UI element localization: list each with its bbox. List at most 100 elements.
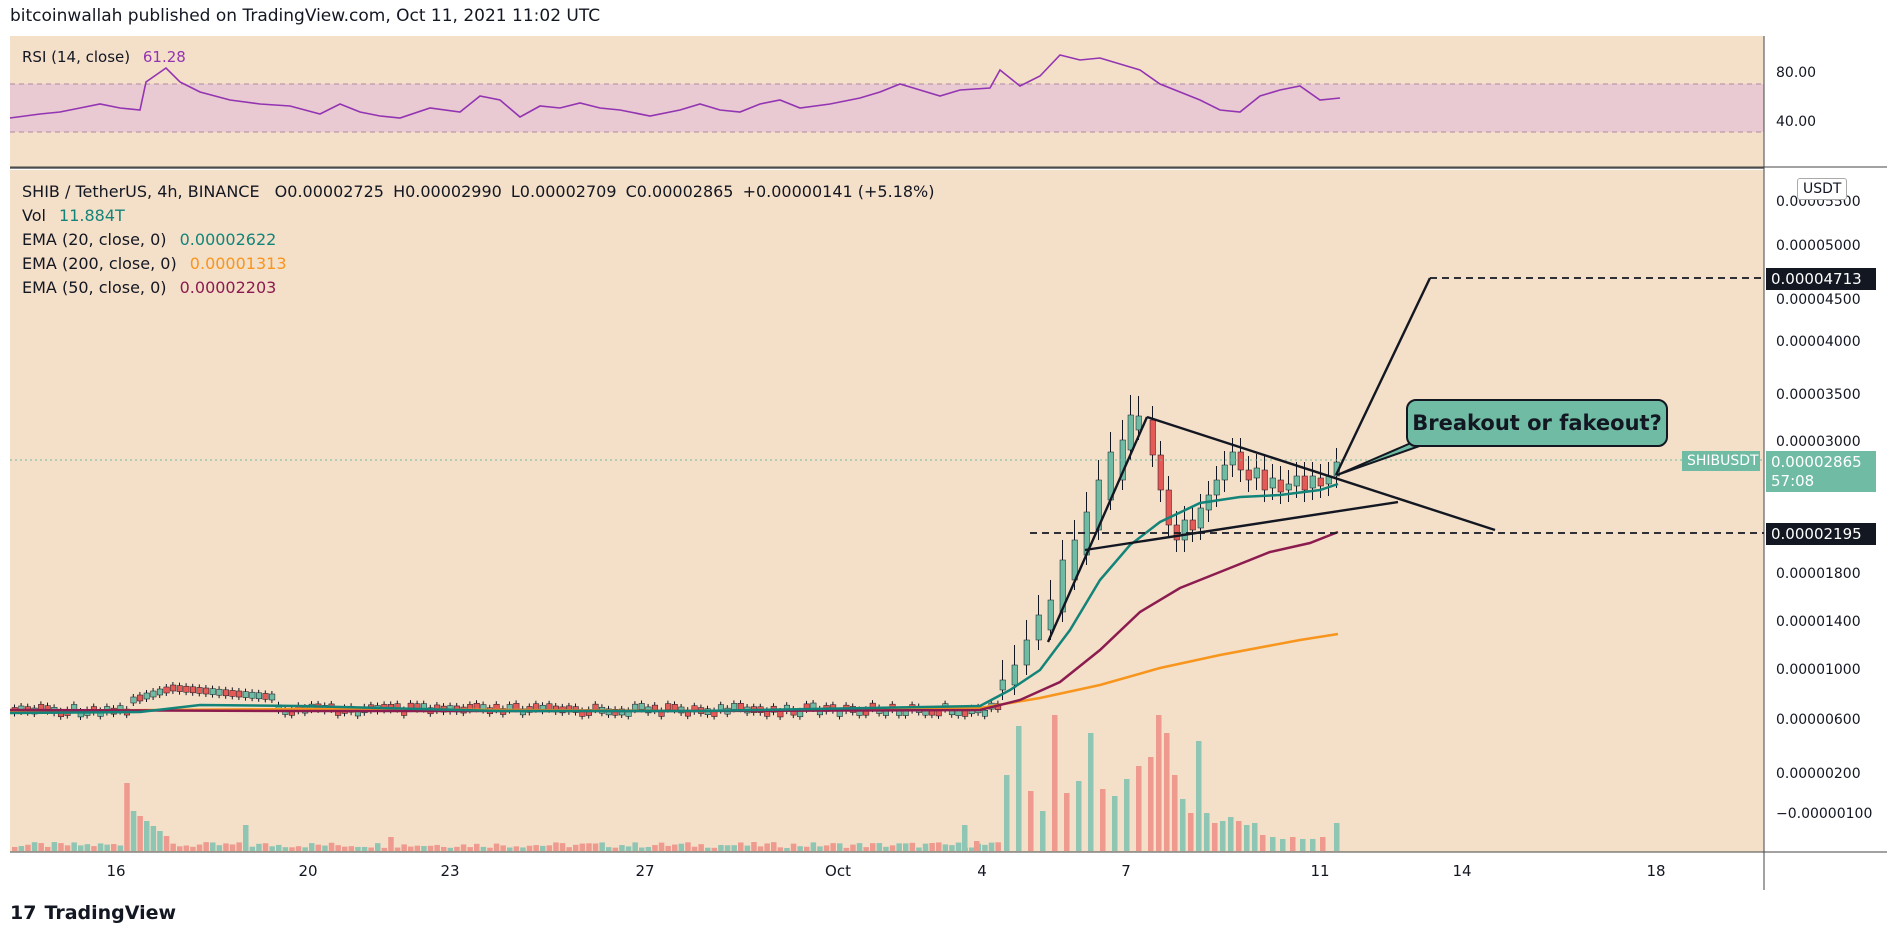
volume-bar	[1064, 793, 1070, 851]
volume-bar	[955, 842, 962, 851]
candle-body	[1181, 519, 1188, 541]
volume-bar	[216, 845, 223, 851]
candle-body	[981, 709, 988, 717]
ema200-legend: EMA (200, close, 0) 0.00001313	[22, 254, 287, 273]
volume-bar	[1320, 837, 1326, 851]
volume-bar	[342, 846, 348, 851]
support-price-tag: 0.00002195	[1766, 523, 1876, 545]
volume-bar	[302, 847, 308, 851]
volume-bar	[592, 843, 599, 851]
candle-body	[229, 690, 236, 697]
ema200-label: EMA (200, close, 0)	[22, 254, 177, 273]
price-tick-label: 0.00001800	[1776, 566, 1861, 582]
candle-body	[632, 703, 639, 711]
volume-bar	[1220, 821, 1226, 851]
volume-bar	[764, 843, 770, 851]
volume-bar	[51, 842, 58, 851]
volume-bar	[1260, 835, 1266, 851]
volume-bar	[262, 843, 269, 851]
volume-bar	[236, 842, 242, 851]
volume-bar	[427, 845, 434, 851]
volume-bar	[434, 844, 440, 851]
volume-bar	[969, 847, 975, 851]
candle-body	[1301, 475, 1308, 491]
volume-bar	[731, 845, 737, 851]
volume-bar	[658, 842, 665, 851]
volume-bar	[1334, 823, 1340, 851]
time-tick-label: 11	[1310, 862, 1329, 880]
volume-bar	[843, 847, 850, 851]
time-tick-label: 4	[977, 862, 987, 880]
candle-body	[1245, 469, 1252, 481]
volume-bar	[203, 842, 209, 851]
volume-bar	[540, 845, 546, 851]
volume-bar	[130, 811, 137, 851]
volume-bar	[909, 842, 916, 851]
vol-value: 11.884T	[59, 206, 125, 225]
countdown-tag: 57:08	[1766, 470, 1876, 492]
volume-bar	[830, 843, 836, 851]
volume-bar	[559, 843, 566, 851]
time-tick-label: 20	[298, 862, 317, 880]
volume-bar	[309, 843, 315, 851]
volume-bar	[91, 846, 97, 851]
symbol-title[interactable]: SHIB / TetherUS, 4h, BINANCE	[22, 182, 260, 201]
volume-bar	[355, 846, 361, 851]
price-tick-label: 0.00005000	[1776, 238, 1861, 254]
price-tick-label: −0.00000100	[1776, 806, 1872, 822]
volume-bar	[454, 846, 460, 851]
breakout-annotation[interactable]: Breakout or fakeout?	[1406, 399, 1668, 447]
volume-bar	[586, 843, 592, 851]
volume-bar	[974, 841, 980, 851]
volume-bar	[1112, 796, 1118, 851]
volume-bar	[1204, 813, 1210, 851]
symbol-legend: SHIB / TetherUS, 4h, BINANCE O0.00002725…	[22, 182, 935, 201]
volume-legend: Vol 11.884T	[22, 206, 125, 225]
currency-badge[interactable]: USDT	[1797, 178, 1848, 200]
volume-bar	[856, 843, 863, 851]
candle-body	[731, 703, 738, 710]
low-value: L0.00002709	[510, 182, 617, 201]
volume-bar	[804, 846, 810, 851]
volume-bar	[520, 847, 526, 851]
volume-bar	[632, 842, 638, 851]
candle-body	[150, 690, 157, 698]
rsi-legend: RSI (14, close) 61.28	[22, 48, 186, 66]
volume-bar	[1156, 715, 1162, 851]
volume-bar	[31, 842, 38, 851]
volume-bar	[507, 847, 513, 851]
volume-bar	[441, 846, 447, 851]
volume-bar	[579, 843, 586, 851]
candle-body	[209, 688, 216, 695]
volume-bar	[553, 842, 559, 851]
tradingview-footer[interactable]: 17 TradingView	[10, 902, 176, 924]
volume-bar	[645, 847, 652, 851]
candle-body	[269, 693, 276, 701]
price-ticks: 0.000055000.000050000.000045000.00004000…	[1776, 194, 1872, 822]
volume-bar	[474, 843, 480, 851]
candle-body	[170, 684, 177, 692]
volume-bar	[777, 847, 784, 851]
candle-body	[255, 692, 262, 700]
candle-body	[1293, 475, 1300, 487]
candle-body	[1229, 451, 1236, 466]
symbol-tag: SHIBUSDT	[1682, 451, 1760, 471]
volume-bar	[229, 844, 236, 851]
price-tick-label: 0.00004000	[1776, 334, 1861, 350]
volume-bar	[487, 847, 493, 851]
volume-bar	[223, 843, 229, 851]
time-tick-label: 27	[635, 862, 654, 880]
volume-bar	[388, 837, 394, 851]
tradingview-logo-icon: 17	[10, 902, 37, 924]
volume-bar	[1270, 837, 1276, 851]
rsi-band	[10, 84, 1764, 132]
time-tick-label: 18	[1646, 862, 1665, 880]
ema20-label: EMA (20, close, 0)	[22, 230, 167, 249]
candle-body	[1309, 475, 1316, 489]
volume-bar	[949, 845, 955, 851]
volume-bar	[612, 847, 619, 851]
volume-bar	[705, 847, 711, 851]
candle-body	[1213, 479, 1220, 496]
volume-bar	[863, 847, 869, 851]
ema50-legend: EMA (50, close, 0) 0.00002203	[22, 278, 276, 297]
